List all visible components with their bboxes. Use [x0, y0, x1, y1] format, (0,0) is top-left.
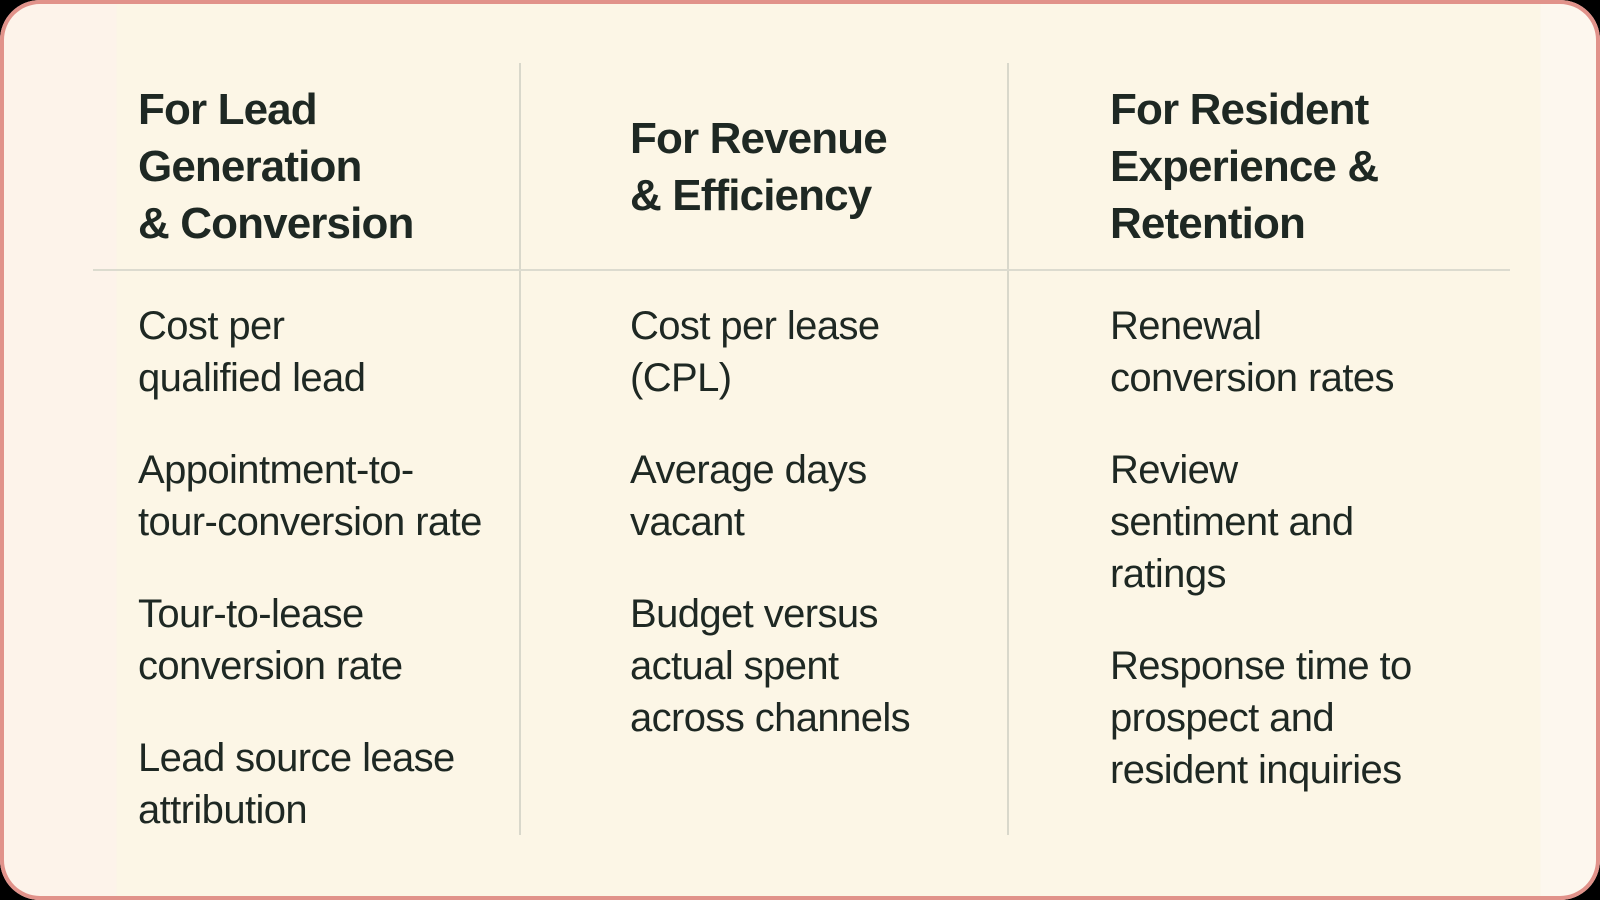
header-cell: For Revenue & Efficiency [630, 63, 1008, 270]
list-item: Cost per qualified lead [138, 304, 366, 400]
list-item: Review sentiment and ratings [1110, 448, 1354, 596]
body-cell: Renewal conversion rates Review sentimen… [1110, 270, 1600, 836]
column-header-revenue-efficiency: For Revenue & Efficiency [630, 113, 888, 220]
body-cell: Cost per lease (CPL) Average days vacant… [630, 270, 1008, 784]
column-divider-2 [1007, 63, 1009, 835]
list-item: Tour-to-lease conversion rate [138, 592, 403, 688]
list-item: Renewal conversion rates [1110, 304, 1394, 400]
list-item: Response time to prospect and resident i… [1110, 644, 1412, 792]
list-item: Cost per lease (CPL) [630, 304, 880, 400]
list-item: Appointment-to- tour-conversion rate [138, 448, 482, 544]
column-resident-experience: For Resident Experience & Retention Rene… [1008, 63, 1600, 900]
header-cell: For Lead Generation & Conversion [138, 63, 520, 270]
list-item: Average days vacant [630, 448, 867, 544]
header-cell: For Resident Experience & Retention [1110, 63, 1600, 270]
column-revenue-efficiency: For Revenue & Efficiency Cost per lease … [520, 63, 1008, 900]
metrics-table: For Lead Generation & Conversion Cost pe… [0, 63, 1600, 900]
header-divider [93, 269, 1510, 271]
column-header-lead-generation: For Lead Generation & Conversion [138, 85, 414, 248]
column-lead-generation: For Lead Generation & Conversion Cost pe… [0, 63, 520, 900]
list-item: Lead source lease attribution [138, 736, 455, 832]
column-header-resident-experience: For Resident Experience & Retention [1110, 85, 1379, 248]
body-cell: Cost per qualified lead Appointment-to- … [138, 270, 520, 876]
list-item: Budget versus actual spent across channe… [630, 592, 911, 740]
column-divider-1 [519, 63, 521, 835]
